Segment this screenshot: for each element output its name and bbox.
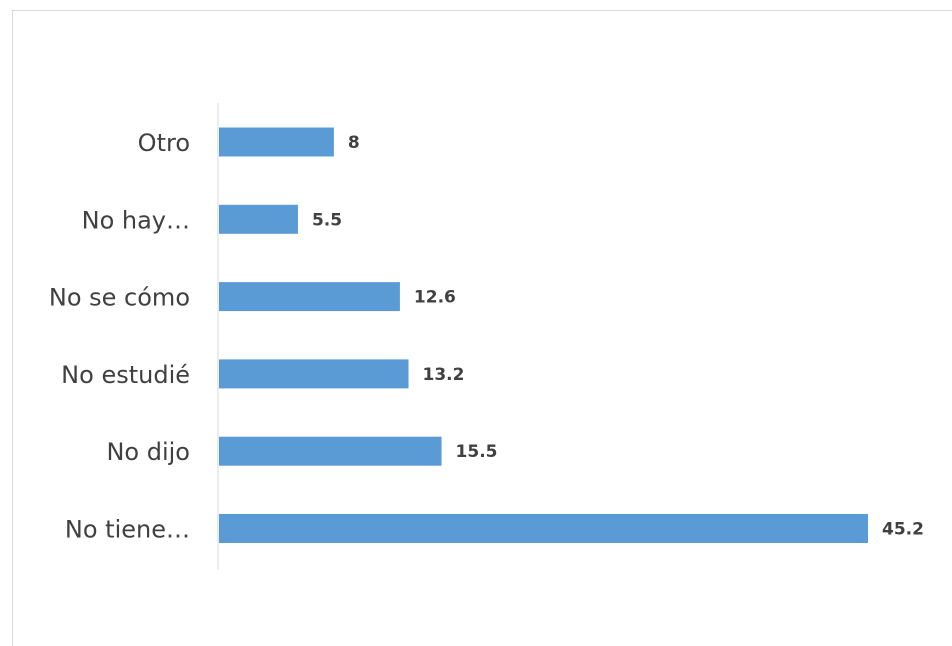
bars-group — [219, 127, 868, 543]
category-label: No hay… — [82, 206, 190, 234]
bar — [219, 127, 334, 157]
data-label: 8 — [348, 133, 360, 153]
category-label: No se cómo — [49, 284, 190, 312]
bar — [219, 436, 442, 466]
category-labels: Otro No hay… No se cómo No estudié No dijo No… — [49, 129, 190, 544]
data-label: 15.5 — [456, 442, 498, 462]
category-label: No tiene… — [65, 516, 190, 544]
category-label: No dijo — [106, 438, 190, 466]
category-label: Otro — [138, 129, 190, 157]
data-labels: 8 5.5 12.6 13.2 15.5 45.2 — [312, 133, 924, 540]
bar — [219, 282, 400, 312]
data-label: 5.5 — [312, 210, 342, 230]
bar — [219, 204, 298, 234]
bar — [219, 359, 409, 389]
bar — [219, 514, 868, 543]
category-label: No estudié — [61, 361, 190, 389]
data-label: 13.2 — [423, 365, 465, 385]
data-label: 12.6 — [414, 288, 456, 308]
data-label: 45.2 — [882, 520, 924, 540]
